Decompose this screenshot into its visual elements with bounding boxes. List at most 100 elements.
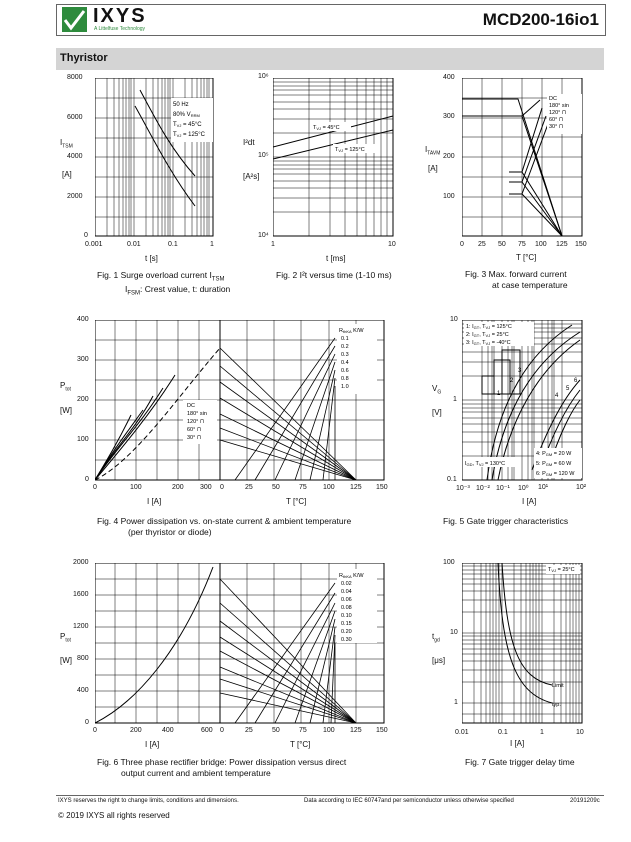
fig5-legend-1: 1: IGT, TVJ = 125°C — [466, 324, 512, 330]
fig6-ytick: 800 — [77, 655, 89, 662]
fig6-ytick: 400 — [77, 687, 89, 694]
fig6-xlabel2: T [°C] — [290, 740, 311, 749]
fig4-xtick: 0 — [93, 484, 97, 491]
fig6-xtick: 600 — [201, 727, 213, 734]
footer-data-note: Data according to IEC 60747and per semic… — [304, 798, 514, 804]
fig6-xtick2: 125 — [350, 727, 362, 734]
fig3-xtick: 0 — [460, 241, 464, 248]
fig6-ytick: 1600 — [73, 591, 89, 598]
fig1-legend-2: 80% VRRM — [173, 112, 200, 118]
fig6-xtick: 200 — [130, 727, 142, 734]
fig4-caption-2: (per thyristor or diode) — [128, 527, 212, 537]
fig4-xtick2: 100 — [323, 484, 335, 491]
footer-rev: 20191209c — [570, 798, 600, 804]
fig1-caption: Fig. 1 Surge overload current ITSM — [97, 270, 225, 283]
fig1-ytick: 4000 — [67, 153, 83, 160]
fig3-xtick: 150 — [575, 241, 587, 248]
fig6-xtick: 0 — [93, 727, 97, 734]
fig7-ytick: 10 — [450, 629, 458, 636]
fig7-xtick: 10 — [576, 729, 584, 736]
fig3-ytick: 200 — [443, 153, 455, 160]
fig7-yunit: [μs] — [432, 656, 446, 665]
fig6-rthka-1: 0.02 — [341, 581, 352, 587]
fig1-legend-1: 50 Hz — [173, 102, 189, 108]
fig4-xlabel1: I [A] — [147, 497, 162, 506]
footer-disclaimer: IXYS reserves the right to change limits… — [58, 798, 239, 804]
fig6-rthka-head: RthKA K/W — [339, 573, 364, 579]
fig5-igd: IGD, TVJ = 130°C — [465, 461, 505, 467]
fig3-ytick: 400 — [443, 74, 455, 81]
fig5-xtick: 10⁻¹ — [496, 485, 510, 492]
brand-sub: A Littelfuse Technology — [94, 26, 146, 32]
fig7-xlabel: I [A] — [510, 739, 525, 748]
fig4-yunit: [W] — [60, 406, 72, 415]
fig5-curve-5: 5 — [566, 386, 570, 392]
fig5-caption: Fig. 5 Gate trigger characteristics — [443, 516, 569, 526]
fig4-rthka-6: 0.8 — [341, 376, 349, 382]
fig5-ytick: 1 — [453, 396, 457, 403]
fig5-pgm-5: 5: PGM = 60 W — [536, 461, 572, 467]
fig4-rthka-3: 0.3 — [341, 352, 349, 358]
fig6-ytick: 1200 — [73, 623, 89, 630]
fig1-ylabel: ITSM — [60, 138, 73, 150]
fig5-xtick: 10⁰ — [518, 485, 529, 492]
fig2-ytick: 10⁴ — [258, 232, 269, 239]
fig6-xtick2: 50 — [272, 727, 280, 734]
fig4-ytick: 300 — [77, 356, 89, 363]
fig7-ylabel: tgd — [432, 632, 440, 644]
fig7-ytick: 1 — [454, 699, 458, 706]
fig2-label-45: TVJ = 45°C — [313, 125, 340, 131]
fig6-rthka-7: 0.20 — [341, 629, 352, 635]
fig3-xtick: 25 — [478, 241, 486, 248]
fig3-legend-1: 180° sin — [549, 103, 569, 109]
fig6-rthka-4: 0.08 — [341, 605, 352, 611]
fig5-ytick: 10 — [450, 316, 458, 323]
fig5-ylabel: VG — [432, 384, 442, 396]
fig4-legend-2: 120° ⊓ — [187, 419, 205, 425]
fig3-caption-2: at case temperature — [492, 280, 568, 290]
fig4-ytick: 0 — [85, 476, 89, 483]
fig5-xtick: 10⁻³ — [456, 485, 470, 492]
footer-divider — [56, 795, 604, 796]
fig5-xtick: 10¹ — [538, 484, 549, 491]
fig1-plot: 50 Hz 80% VRRM TVJ = 45°C TVJ = 125°C — [95, 78, 214, 237]
fig5-plot: 1 2 3 4 5 6 1: IGT, TVJ = 125°C 2: IGT, … — [462, 320, 583, 481]
fig4-rthka-4: 0.4 — [341, 360, 349, 366]
fig6-rthka-8: 0.30 — [341, 637, 352, 643]
fig4-legend-1: 180° sin — [187, 411, 207, 417]
fig3-xtick: 50 — [498, 241, 506, 248]
fig1-ytick: 0 — [84, 232, 88, 239]
fig4-ytick: 400 — [77, 316, 89, 323]
fig3-xtick: 125 — [556, 241, 568, 248]
section-title: Thyristor — [60, 52, 108, 64]
part-number: MCD200-16io1 — [482, 10, 599, 29]
fig5-xtick: 10² — [576, 484, 587, 491]
fig1-ytick: 2000 — [67, 193, 83, 200]
fig6-xtick2: 75 — [299, 727, 307, 734]
fig6-ytick: 2000 — [73, 559, 89, 566]
fig1-legend-3: TVJ = 45°C — [173, 122, 202, 128]
fig6-caption: Fig. 6 Three phase rectifier bridge: Pow… — [97, 757, 347, 767]
fig1-caption-2: IFSM: Crest value, t: duration — [125, 284, 231, 297]
fig6-rthka-2: 0.04 — [341, 589, 352, 595]
fig2-xtick: 1 — [271, 241, 275, 248]
fig6-xtick2: 150 — [376, 727, 388, 734]
fig4-plot: RthKA K/W 0.1 0.2 0.3 0.4 0.6 0.8 1.0 DC… — [95, 320, 385, 481]
fig5-yunit: [V] — [432, 408, 442, 417]
fig7-xtick: 1 — [540, 729, 544, 736]
fig6-xtick: 400 — [162, 727, 174, 734]
fig4-ytick: 200 — [77, 396, 89, 403]
fig4-rthka-head: RthKA K/W — [339, 328, 364, 334]
fig6-xlabel1: I [A] — [145, 740, 160, 749]
fig3-legend-4: 30° ⊓ — [549, 124, 564, 130]
fig1-ytick: 8000 — [67, 74, 83, 81]
fig5-curve-1: 1 — [497, 391, 501, 397]
fig5-legend-3: 3: IGT, TVJ = -40°C — [466, 340, 511, 346]
fig4-ylabel: Ptot — [60, 381, 71, 393]
fig4-caption: Fig. 4 Power dissipation vs. on-state cu… — [97, 516, 352, 526]
fig2-ytick: 10⁶ — [258, 73, 269, 80]
fig1-legend-4: TVJ = 125°C — [173, 132, 206, 138]
fig4-xtick: 300 — [200, 484, 212, 491]
fig7-xtick: 0.01 — [455, 729, 469, 736]
fig7-limit: Limit — [552, 683, 564, 689]
